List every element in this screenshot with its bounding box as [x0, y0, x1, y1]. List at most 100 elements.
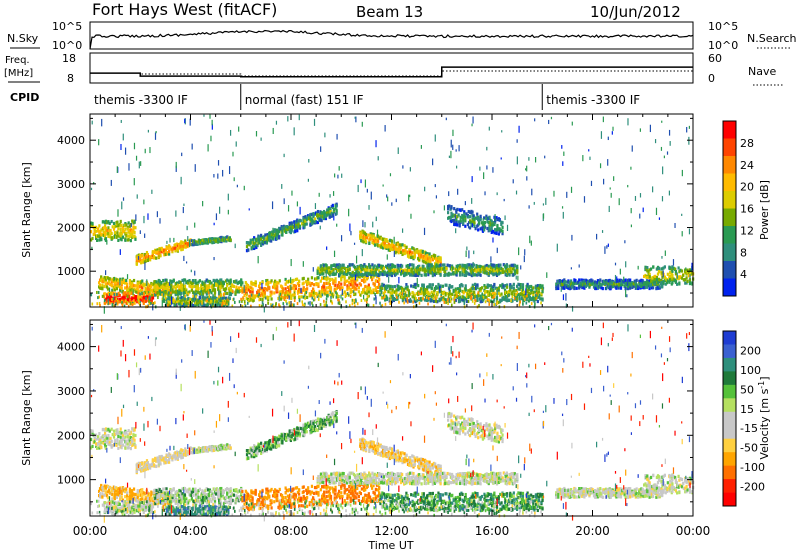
power-cell	[671, 269, 674, 273]
power-cell	[376, 272, 380, 276]
power-cell	[490, 226, 493, 230]
power-cell	[170, 284, 173, 288]
power-cell	[124, 299, 127, 303]
power-cell	[337, 294, 339, 298]
power-cell	[212, 240, 215, 244]
power-cell	[184, 294, 187, 298]
power-cell	[366, 272, 369, 276]
power-cell	[458, 267, 461, 271]
power-cell	[187, 292, 190, 296]
power-cell	[270, 297, 273, 301]
power-cell	[601, 286, 604, 291]
power-cell	[117, 227, 120, 231]
power-cell	[387, 242, 390, 246]
power-cell	[679, 268, 682, 272]
power-cell	[634, 280, 637, 284]
power-cell	[194, 296, 197, 301]
power-cell	[418, 253, 421, 257]
power-cell	[595, 281, 599, 285]
power-cell	[506, 283, 509, 287]
power-cell	[373, 236, 377, 241]
power-cell	[312, 220, 315, 224]
power-cell	[116, 297, 119, 302]
power-cell	[450, 214, 453, 219]
power-cell	[335, 204, 338, 208]
power-cell	[178, 302, 180, 306]
power-cell	[311, 221, 314, 226]
power-cell	[592, 285, 596, 289]
power-cell	[436, 295, 438, 299]
power-cell	[320, 211, 323, 215]
power-cell	[415, 296, 417, 300]
power-cell	[463, 273, 466, 277]
power-cell	[349, 279, 352, 283]
power-cell	[495, 296, 499, 300]
power-cell	[380, 304, 382, 308]
power-cell	[430, 294, 433, 298]
power-cell	[326, 294, 328, 298]
power-cell	[103, 299, 106, 303]
power-cell	[521, 283, 525, 287]
power-cell	[310, 281, 314, 286]
power-cell	[269, 294, 272, 298]
power-cell	[250, 293, 253, 297]
power-cell	[429, 299, 432, 303]
power-cell	[108, 221, 111, 225]
power-cell	[169, 295, 172, 299]
power-cell	[422, 297, 424, 301]
power-cell	[129, 291, 131, 295]
power-cell	[299, 288, 302, 292]
power-cell	[256, 290, 259, 294]
power-cell	[470, 286, 473, 290]
power-cell	[204, 241, 207, 245]
power-cell	[367, 264, 371, 268]
power-cell	[389, 263, 392, 267]
power-cell	[248, 294, 250, 298]
power-cell	[214, 293, 216, 297]
power-cell	[627, 282, 630, 286]
power-cell	[451, 285, 454, 289]
power-cell	[101, 283, 104, 287]
power-cell	[137, 259, 141, 263]
power-cell	[483, 223, 486, 227]
power-cell	[351, 302, 354, 306]
power-cell	[212, 237, 215, 241]
power-cell	[388, 272, 391, 276]
power-cell	[102, 233, 105, 237]
power-cell	[480, 221, 483, 225]
power-cell	[288, 304, 291, 308]
power-cell	[298, 224, 302, 228]
power-cell	[335, 292, 338, 296]
power-cell	[103, 233, 107, 237]
power-cell	[111, 225, 114, 229]
power-cell	[447, 207, 450, 211]
power-cell	[493, 295, 496, 299]
power-cell	[424, 273, 428, 277]
power-cell	[321, 276, 324, 280]
power-cell	[461, 263, 464, 267]
power-cell	[247, 241, 250, 245]
power-cell	[361, 266, 365, 270]
power-cell	[364, 271, 367, 276]
power-cell	[431, 292, 434, 297]
power-cell	[653, 279, 656, 283]
power-cell	[656, 272, 660, 276]
power-cell	[448, 289, 451, 293]
power-cell	[176, 289, 180, 293]
power-cell	[474, 267, 477, 271]
power-cell	[316, 220, 320, 224]
power-cell	[448, 283, 451, 288]
power-cell	[448, 204, 451, 208]
power-cell	[334, 272, 337, 276]
power-cell	[317, 297, 320, 301]
power-cell	[568, 284, 572, 288]
power-cell	[122, 295, 125, 299]
power-cell	[181, 301, 183, 305]
power-cell	[296, 229, 299, 233]
power-cell	[140, 296, 143, 300]
power-cell	[113, 224, 117, 229]
power-cell	[579, 281, 582, 285]
power-cell	[661, 271, 664, 275]
power-cell	[374, 285, 378, 290]
power-cell	[486, 226, 489, 231]
